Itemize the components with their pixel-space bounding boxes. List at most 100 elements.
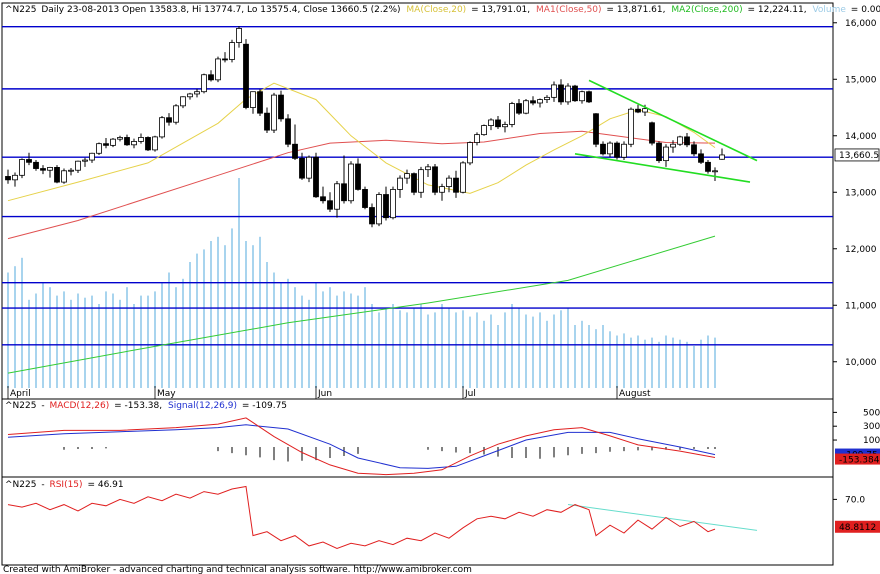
x-tick-label: May [157, 389, 176, 399]
volume-bar [175, 287, 177, 388]
candle [313, 152, 319, 198]
candle-body [243, 43, 249, 108]
candle-body [691, 144, 697, 155]
candle-body [355, 163, 361, 190]
volume-bar [406, 312, 408, 388]
volume-bar [483, 320, 485, 388]
candle-body [621, 143, 627, 158]
trendline [574, 153, 751, 183]
volume-bar [266, 262, 268, 388]
volume-bar [392, 304, 394, 388]
candle-body [19, 159, 25, 176]
header-symbol: ^N225 [5, 5, 36, 15]
macd-y-tick-label: 300 [863, 422, 880, 432]
volume-bar [322, 291, 324, 388]
candle-body [124, 137, 130, 146]
candle [698, 149, 704, 165]
candle [544, 95, 550, 103]
candle-body [187, 93, 193, 98]
ma50-line [7, 130, 716, 240]
candle-body [12, 174, 18, 181]
candle [404, 169, 410, 184]
volume-bar [189, 262, 191, 388]
candle-body [103, 143, 109, 146]
candle-body [698, 153, 704, 163]
candle-body [341, 183, 347, 202]
candle-body [152, 136, 158, 151]
volume-bar [154, 291, 156, 388]
candle [285, 114, 291, 148]
volume-bar [686, 341, 688, 388]
candle-body [600, 143, 606, 155]
volume-bar [462, 310, 464, 388]
candle [26, 152, 32, 166]
candle-body [705, 161, 711, 172]
last-price-label: 13,660.5 [839, 151, 879, 161]
candle-body [201, 74, 207, 93]
rsi-trendline [567, 504, 758, 531]
volume-bar [273, 272, 275, 388]
volume-bar [336, 295, 338, 388]
volume-bar [280, 283, 282, 388]
volume-bar [70, 299, 72, 388]
candle-body [425, 166, 431, 171]
candle [621, 141, 627, 161]
rsi-layer: 70.0 48.8112 [7, 485, 880, 550]
candle [292, 124, 298, 161]
candle-body [173, 105, 179, 123]
candle-body [138, 137, 144, 142]
candle [348, 161, 354, 204]
candle-body [495, 119, 501, 128]
candle-body [593, 113, 599, 145]
candle [607, 141, 613, 158]
volume-bar [112, 293, 114, 388]
candle [271, 92, 277, 133]
candle [250, 91, 256, 114]
candle-body [278, 94, 284, 120]
candle [103, 138, 109, 149]
y-tick-label: 13,000 [845, 188, 877, 198]
signal-label: Signal(12,26,9) [168, 401, 237, 411]
volume-bar [14, 266, 16, 388]
candle [68, 167, 74, 176]
ma200-label: MA2(Close,200) [671, 5, 742, 15]
candle [61, 168, 67, 184]
candle-body [404, 173, 410, 179]
candle [446, 175, 452, 193]
volume-bar [140, 295, 142, 388]
macd-header: ^N225 - MACD(12,26) = -153.38, Signal(12… [5, 401, 287, 411]
volume-bar [707, 335, 709, 388]
signal-line [7, 424, 716, 469]
candle [173, 104, 179, 125]
volume-bar [616, 335, 618, 388]
candle-body [579, 91, 585, 102]
volume-bar [105, 291, 107, 388]
candle [530, 96, 536, 106]
candle [334, 180, 340, 218]
candle-body [257, 91, 263, 114]
candle-body [397, 177, 403, 190]
x-tick-label: August [619, 389, 651, 399]
y-tick-label: 10,000 [845, 358, 877, 368]
volume-bar [168, 272, 170, 388]
candle [215, 56, 221, 83]
volume-bar [448, 308, 450, 388]
candle [677, 135, 683, 146]
candle-body [299, 157, 305, 179]
candle-body [26, 159, 32, 163]
macd-y-tick-label: 500 [863, 408, 880, 418]
y-tick-label: 15,000 [845, 75, 877, 85]
candle [600, 141, 606, 156]
y-tick-label: 12,000 [845, 245, 877, 255]
volume-bar [371, 304, 373, 388]
candle-body [166, 117, 172, 123]
candle-body [96, 143, 102, 154]
signal-value: = -109.75 [242, 401, 287, 411]
candle [425, 164, 431, 178]
candle [586, 90, 592, 103]
candle-body [523, 100, 529, 114]
rsi-badge [835, 520, 880, 533]
candle-body [614, 142, 620, 158]
